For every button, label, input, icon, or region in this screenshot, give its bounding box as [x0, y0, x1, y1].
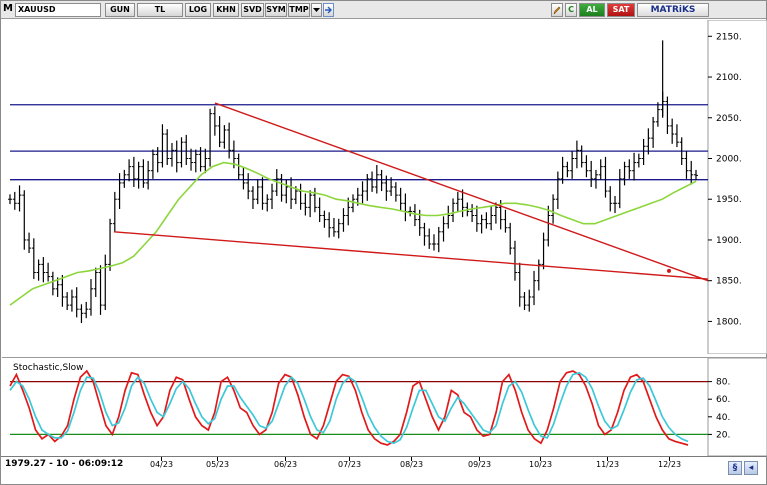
sym-button[interactable]: SYM: [265, 3, 287, 17]
date-axis-tick: [285, 457, 286, 461]
date-axis-label: 12/23: [658, 460, 682, 469]
arrow-right-icon[interactable]: [323, 3, 334, 17]
moving-average-line: [9, 161, 697, 306]
stochastic-axis-label: 60.: [716, 395, 730, 405]
price-axis-label: 2100.: [716, 73, 742, 83]
trend-line: [214, 102, 709, 282]
stochastic-axis-label: 40.: [716, 413, 730, 423]
buy-button[interactable]: AL: [579, 3, 605, 17]
price-axis-label: 2050.: [716, 114, 742, 124]
date-axis-tick: [607, 457, 608, 461]
stochastic-label: Stochastic,Slow: [13, 363, 84, 373]
stochastic-slow-line: [9, 371, 689, 445]
price-chart[interactable]: 1800. 1850. 1900. 1950. 2000. 2050. 2100. 2150.: [2, 19, 767, 355]
price-axis-label: 1900.: [716, 236, 742, 246]
date-axis-tick: [669, 457, 670, 461]
refresh-button[interactable]: C: [565, 3, 577, 17]
price-axis-label: 2150.: [716, 32, 742, 42]
khn-button[interactable]: KHN: [213, 3, 239, 17]
symbol-input[interactable]: XAUUSD: [15, 3, 101, 17]
price-chart-svg: 1800. 1850. 1900. 1950. 2000. 2050. 2100. 2150.: [8, 19, 767, 355]
date-axis-label: 09/23: [468, 460, 492, 469]
date-axis-label: 05/23: [206, 460, 230, 469]
brand-button[interactable]: MATRiKS: [637, 3, 709, 17]
status-bar: 04/23 05/23 06/23 07/23 08/23 09/23 10/23 11/23…: [1, 456, 766, 484]
price-axis: [707, 19, 767, 355]
stochastic-panel[interactable]: 20. 40. 60. 80. Stochastic,Slow: [2, 357, 767, 457]
period-button[interactable]: GUN: [105, 3, 135, 17]
menu-button[interactable]: M: [3, 3, 13, 14]
currency-button[interactable]: TL: [137, 3, 183, 17]
log-button[interactable]: LOG: [185, 3, 211, 17]
date-axis-label: 04/23: [150, 460, 174, 469]
date-axis-tick: [411, 457, 412, 461]
pencil-icon[interactable]: [551, 3, 563, 17]
price-axis-label: 1850.: [716, 277, 742, 287]
date-axis-label: 11/23: [596, 460, 620, 469]
date-axis-tick: [217, 457, 218, 461]
price-axis-label: 1800.: [716, 317, 742, 327]
date-axis: 04/23 05/23 06/23 07/23 08/23 09/23 10/23 11/23…: [1, 457, 766, 485]
date-axis-tick: [161, 457, 162, 461]
toolbar: M XAUUSD GUN TL LOG KHN SVD SYM TMP C AL…: [1, 1, 766, 19]
svd-button[interactable]: SVD: [241, 3, 264, 17]
stochastic-chart-svg: 20. 40. 60. 80. Stochastic,Slow: [9, 357, 767, 457]
date-axis-tick: [479, 457, 480, 461]
tmp-button[interactable]: TMP: [288, 3, 310, 17]
price-axis-label: 2000.: [716, 154, 742, 164]
date-axis-tick: [349, 457, 350, 461]
cursor-readout: 1979.27 - 10 - 06:09:12: [5, 459, 128, 469]
trend-line: [113, 231, 709, 280]
date-axis-tick: [540, 457, 541, 461]
stochastic-axis-label: 20.: [716, 430, 730, 440]
trend-line-intersection: [667, 268, 671, 273]
stochastic-axis-label: 80.: [716, 378, 730, 388]
chevron-down-icon[interactable]: [311, 3, 322, 17]
price-axis-label: 1950.: [716, 195, 742, 205]
sell-button[interactable]: SAT: [607, 3, 635, 17]
date-axis-label: 06/23: [274, 460, 298, 469]
date-axis-label: 10/23: [529, 460, 553, 469]
date-axis-label: 07/23: [338, 460, 362, 469]
scroll-icon[interactable]: §: [728, 461, 742, 475]
date-axis-label: 08/23: [400, 460, 424, 469]
zoom-icon[interactable]: ◂: [744, 461, 758, 475]
stochastic-axis: [707, 357, 767, 457]
